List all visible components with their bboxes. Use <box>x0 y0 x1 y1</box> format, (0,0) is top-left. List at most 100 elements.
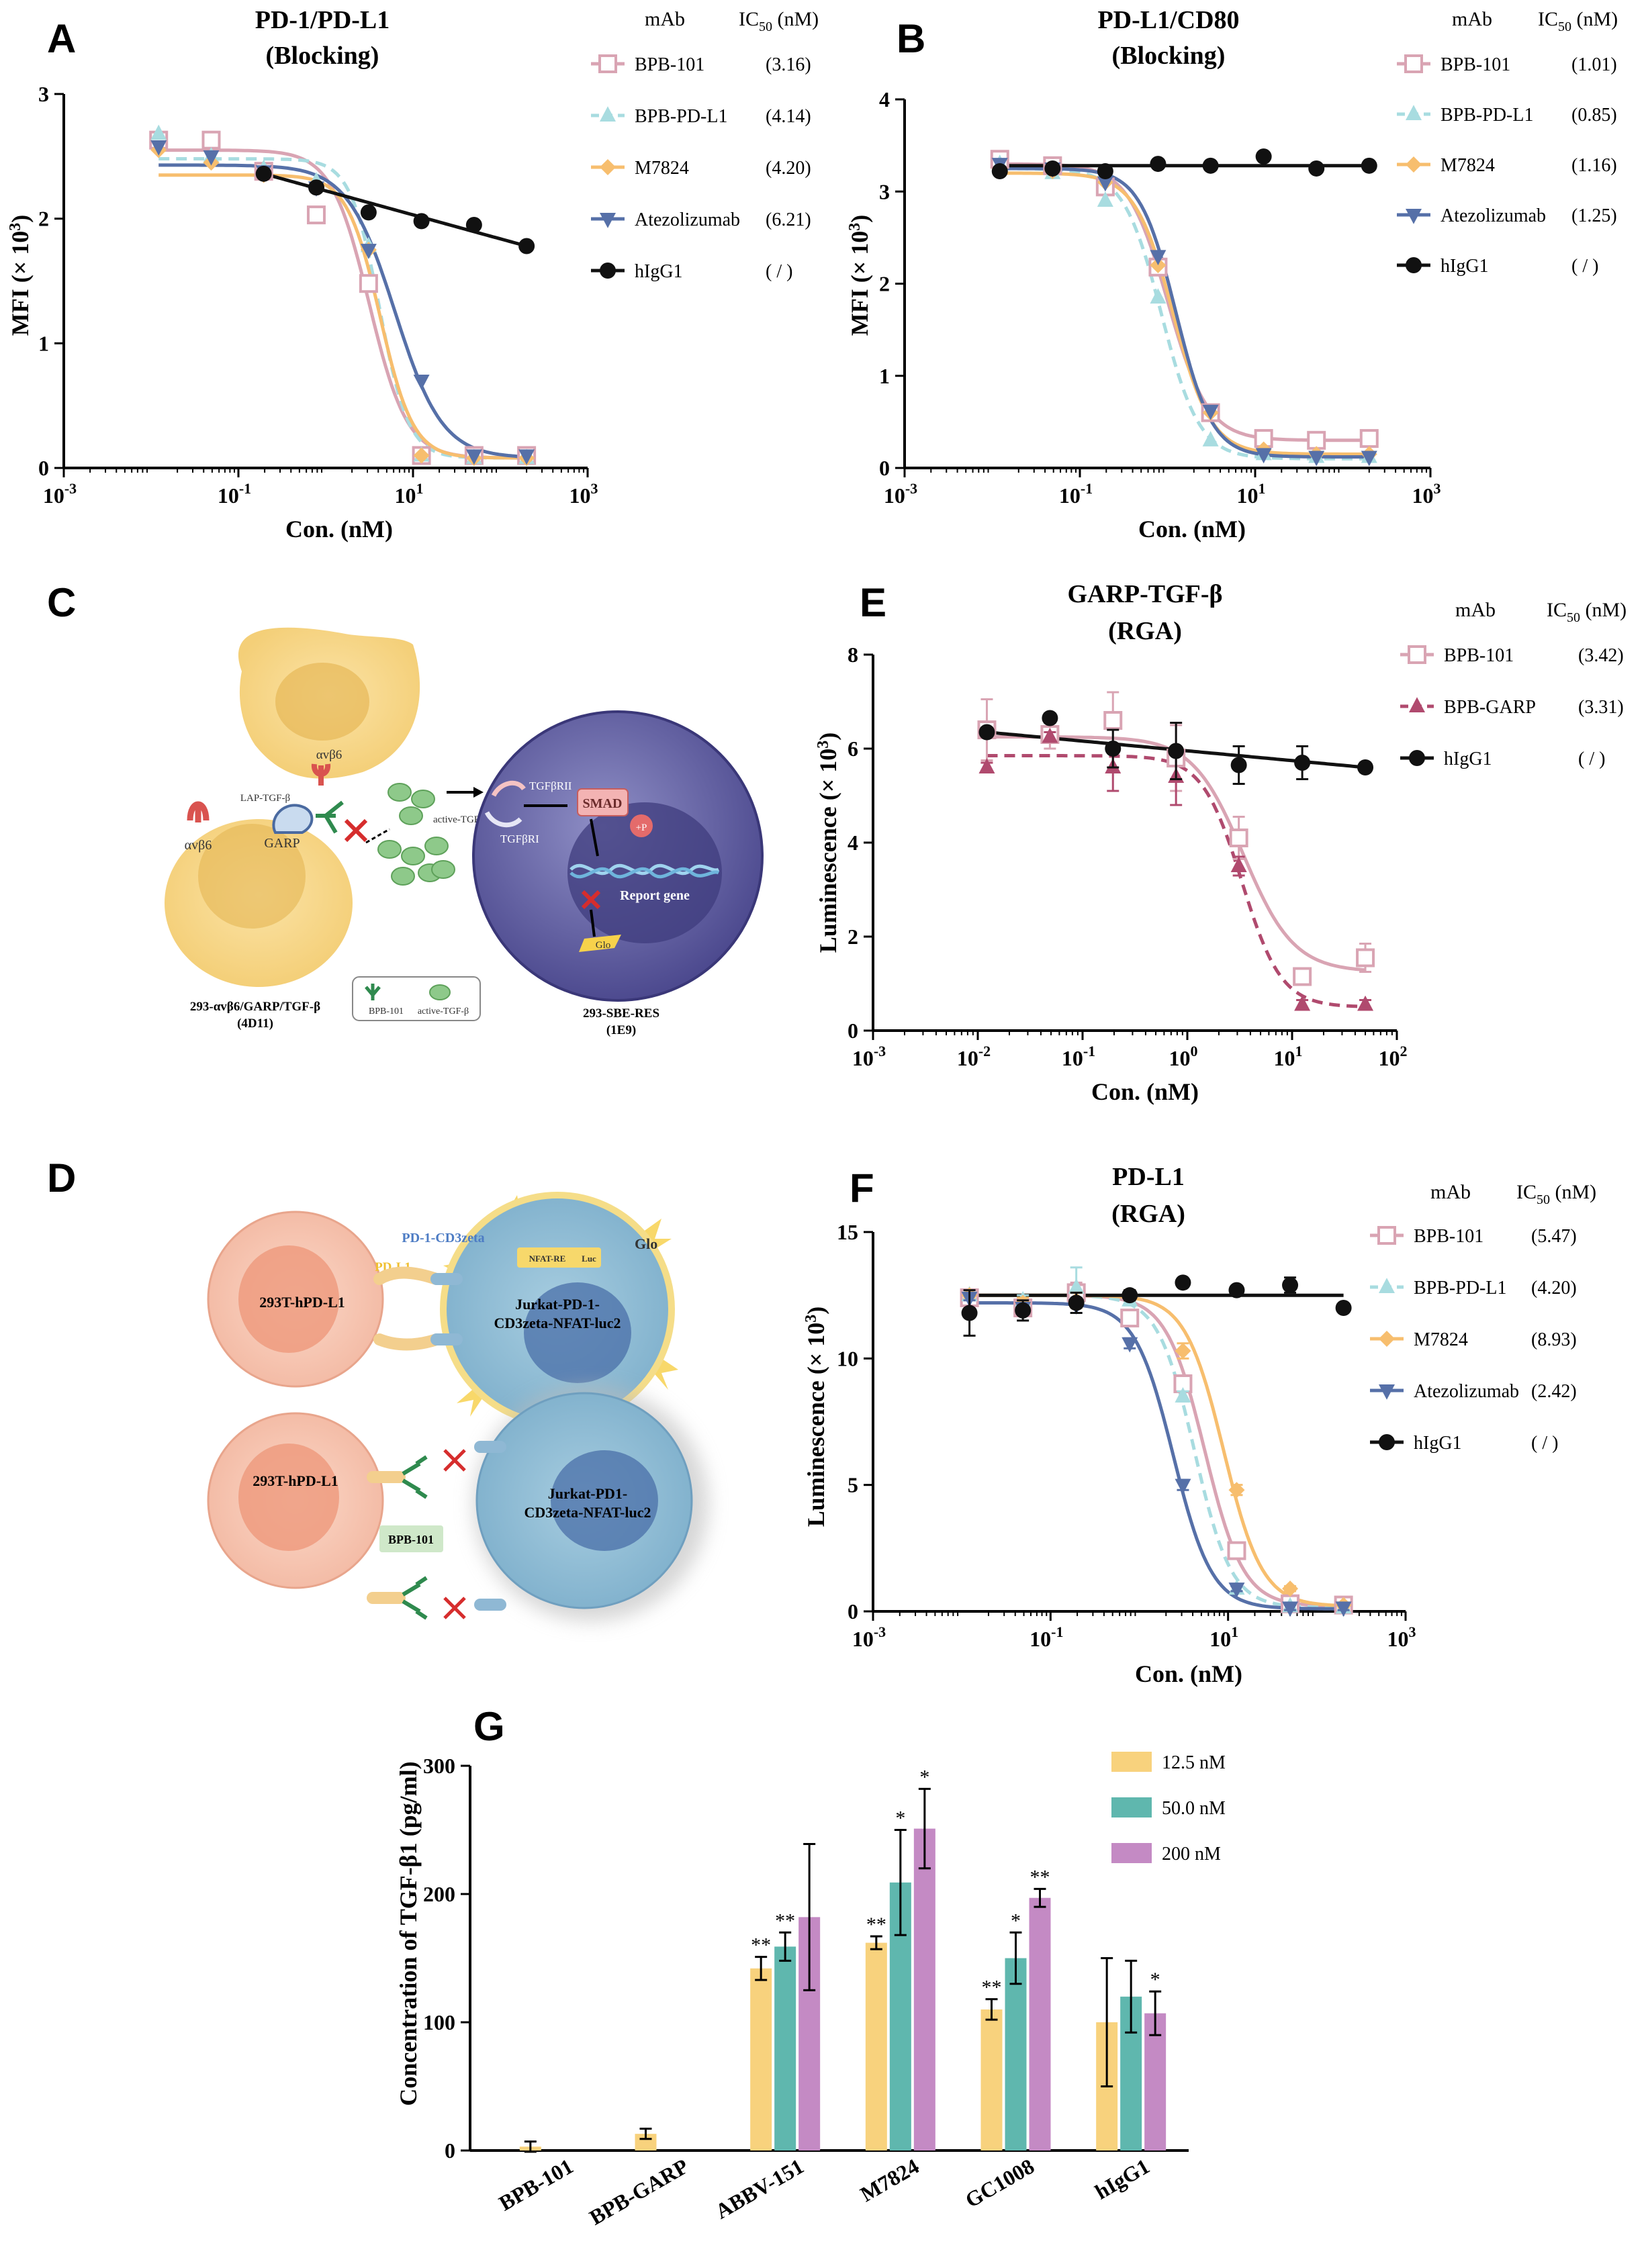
active-tgf-blobs <box>377 783 455 886</box>
legend-label: Atezolizumab <box>1414 1381 1519 1402</box>
legend-marker <box>600 213 616 228</box>
legend-marker <box>1379 1278 1395 1293</box>
key-active-tgf-label: active-TGF-β <box>418 1006 469 1017</box>
tgfbrii-receptor-icon <box>491 780 526 797</box>
legend-header-ic50: IC50 (nM) <box>1516 1181 1596 1207</box>
data-point <box>1202 431 1219 446</box>
x-axis-label: Con. (nM) <box>1091 1078 1199 1105</box>
panel-c: C αvβ6 αvβ6 LAP-TGF-β GARP active-TGF-β … <box>47 580 764 1037</box>
avb6-receptor-icon <box>311 763 331 786</box>
tgfbrii-label: TGFβRII <box>529 779 572 792</box>
nuclear-arrow <box>590 818 599 857</box>
legend-label: BPB-101 <box>1414 1226 1483 1247</box>
legend-header-ic50: IC50 (nM) <box>739 8 819 34</box>
avb6-label-top: αvβ6 <box>316 748 342 762</box>
significance-mark: * <box>1011 1909 1021 1932</box>
fit-curve-bpb-101 <box>999 162 1369 442</box>
legend-ic50: (4.20) <box>1531 1278 1577 1298</box>
y-tick-label: 200 <box>423 1882 455 1906</box>
legend-marker <box>1406 209 1422 224</box>
legend: BPB-101 (1.01) BPB-PD-L1 (0.85) M7824 (1.16) A… <box>1397 54 1617 277</box>
data-point <box>1168 743 1185 759</box>
legend-header-ic50: IC50 (nM) <box>1538 8 1618 34</box>
legend-marker <box>1409 750 1425 766</box>
panel-a: A PD-1/PD-L1 (Blocking) mAb IC50 (nM) BP… <box>7 6 819 542</box>
fit-curve-m7824 <box>999 171 1369 456</box>
legend-ic50: (5.47) <box>1531 1226 1577 1247</box>
x-tick-label: 103 <box>569 480 598 508</box>
data-point <box>1228 1482 1245 1499</box>
x-tick-label: 101 <box>1237 480 1266 508</box>
legend-label: 50.0 nM <box>1162 1798 1226 1819</box>
chart-title-line1: PD-L1 <box>1112 1163 1185 1191</box>
y-tick-label: 8 <box>848 643 858 667</box>
data-point <box>1042 727 1058 743</box>
data-point <box>1097 163 1113 180</box>
key-box <box>352 976 481 1021</box>
legend-marker <box>598 54 617 73</box>
legend-label: hIgG1 <box>1441 256 1489 277</box>
legend-label: BPB-PD-L1 <box>1441 105 1533 126</box>
data-points <box>960 1266 1353 1617</box>
data-point <box>1227 1541 1246 1560</box>
data-point <box>1150 250 1167 266</box>
legend-swatch <box>1111 1797 1152 1817</box>
block-cross-icon-2 <box>443 1597 466 1619</box>
data-point <box>1044 160 1061 177</box>
axis-ticks: 0 100 200 300 <box>423 1754 470 2163</box>
chart-title-line2: (Blocking) <box>1112 42 1226 70</box>
panel-d: D 293T-hPD-L1 PD-1-CD3zeta PD-L1 NFAT-RE… <box>47 1155 708 1621</box>
data-point <box>978 758 995 773</box>
key-antibody-icon <box>365 984 381 1000</box>
legend-label: M7824 <box>635 158 689 179</box>
x-tick-label: 10-3 <box>884 480 917 508</box>
y-tick-label: 2 <box>879 272 890 296</box>
significance-mark: ** <box>751 1934 771 1956</box>
legend-marker <box>1406 156 1422 173</box>
legend-ic50: (1.25) <box>1571 205 1617 226</box>
legend-marker <box>1404 54 1423 73</box>
data-point <box>306 205 326 225</box>
legend: 12.5 nM 50.0 nM 200 nM <box>1111 1752 1226 1864</box>
legend-ic50: (3.16) <box>766 54 811 75</box>
x-axis-label: Con. (nM) <box>1135 1660 1242 1687</box>
y-tick-label: 2 <box>38 207 49 231</box>
y-tick-label: 0 <box>848 1019 858 1043</box>
legend: BPB-101 (3.42) BPB-GARP (3.31) hIgG1 ( / ) <box>1400 645 1624 769</box>
y-tick-label: 0 <box>445 2138 455 2163</box>
legend: BPB-101 (5.47) BPB-PD-L1 (4.20) M7824 (8.93) A… <box>1370 1226 1577 1454</box>
data-point <box>1282 1277 1299 1294</box>
arrow-head-icon <box>473 787 484 798</box>
panel-letter-g: G <box>473 1704 505 1749</box>
panel-letter-d: D <box>47 1155 76 1200</box>
x-tick-label: 101 <box>1274 1043 1303 1070</box>
bpb101-tag-label: BPB-101 <box>388 1533 434 1546</box>
legend-ic50: (2.42) <box>1531 1381 1577 1402</box>
legend-marker <box>600 263 616 279</box>
x-axis-label: Con. (nM) <box>285 516 393 542</box>
y-tick-label: 4 <box>848 831 858 855</box>
data-point <box>308 179 324 196</box>
chart-title-line1: PD-L1/CD80 <box>1097 6 1239 34</box>
data-point <box>1068 1278 1085 1294</box>
significance-mark: ** <box>982 1977 1002 1999</box>
data-point <box>1308 160 1325 177</box>
legend-ic50: (3.42) <box>1578 645 1624 666</box>
data-point <box>1175 1274 1191 1291</box>
data-point <box>1335 1300 1352 1316</box>
panel-b: B PD-L1/CD80 (Blocking) mAb IC50 (nM) BP… <box>846 6 1618 542</box>
jurkat-cell-bottom-label-2: CD3zeta-NFAT-luc2 <box>524 1504 651 1521</box>
hpdl1-cell-top-label: 293T-hPD-L1 <box>259 1294 345 1311</box>
x-tick-label: 10-1 <box>1059 480 1093 508</box>
data-point <box>359 274 378 293</box>
fit-curve-higg1 <box>263 172 527 248</box>
bar <box>913 1828 935 2151</box>
y-tick-label: 0 <box>38 456 49 480</box>
x-tick-label: 103 <box>1412 480 1441 508</box>
jurkat-cell-bottom-nucleus <box>551 1450 658 1551</box>
avb6-label-left: αvβ6 <box>185 838 212 853</box>
x-tick-label: 101 <box>1209 1623 1238 1651</box>
x-tick-label: 101 <box>395 480 424 508</box>
data-point <box>1357 759 1374 775</box>
x-tick-label: 10-3 <box>43 480 77 508</box>
